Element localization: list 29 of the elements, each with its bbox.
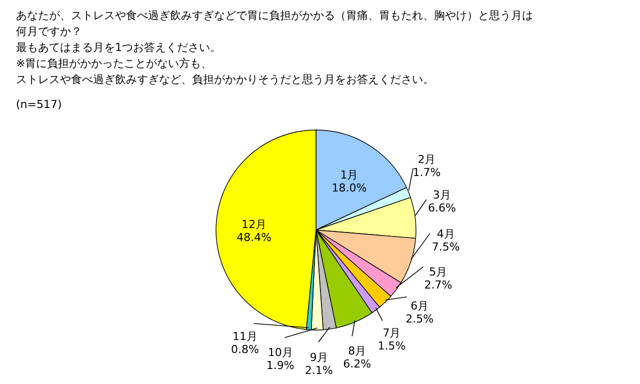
slice-label: 5月 (429, 265, 448, 278)
slice-label: 6月 (410, 300, 429, 313)
text: ※胃に負担がかかったことがない方も、 (16, 57, 212, 70)
text: 最もあてはまる月を1つお答えください。 (16, 41, 221, 54)
slice-label: 12月 (242, 218, 267, 231)
chart-title: あなたが、ストレスや食べ過ぎ飲みすぎなどで胃に負担がかかる（胃痛、胃もたれ、胸やけ）と思う月は何月ですか？ (16, 9, 533, 38)
text: (n=517) (16, 98, 62, 111)
slice-label: 3月 (432, 188, 451, 202)
slice-label: 8月 (348, 344, 366, 358)
data-label: 48.4% (236, 230, 272, 244)
slice-label: 7月 (382, 326, 401, 340)
data-label: 18.0% (332, 182, 367, 195)
slice-label: 10月 (268, 346, 293, 360)
data-label: 0.8% (231, 342, 259, 356)
data-label: 6.6% (428, 202, 456, 215)
slice-label: 9月 (310, 350, 328, 364)
data-label: 1.5% (378, 340, 406, 353)
data-label: 7.5% (432, 240, 460, 254)
data-label: 2.1% (304, 364, 333, 377)
data-label: 2.7% (424, 278, 452, 292)
text: ストレスや食べ過ぎ飲みすぎなど、負担がかかりそうだと思う月をお答えください。 (16, 73, 434, 86)
slice-label: 2月 (418, 152, 436, 166)
data-label: 2.5% (406, 312, 434, 326)
data-label: 6.2% (343, 357, 372, 370)
slice-label: 4月 (436, 227, 455, 240)
slice-label: 11月 (232, 330, 258, 343)
slice-label: 1月 (340, 168, 358, 182)
data-label: 1.9% (266, 359, 294, 372)
data-label: 1.7% (412, 166, 441, 179)
